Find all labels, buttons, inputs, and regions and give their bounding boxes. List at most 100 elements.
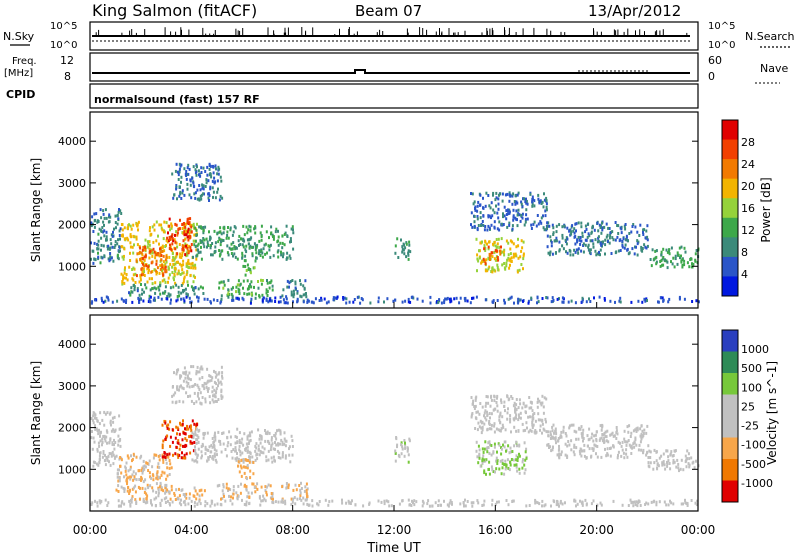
data-cell [212, 298, 215, 302]
data-cell [186, 166, 189, 170]
data-cell [171, 440, 174, 444]
data-cell [121, 228, 124, 232]
data-cell [608, 227, 611, 230]
data-cell [187, 227, 190, 231]
data-cell [221, 196, 224, 200]
data-cell [128, 291, 130, 295]
data-cell [95, 462, 98, 466]
data-cell [201, 376, 204, 379]
data-cell [573, 227, 576, 231]
data-cell [158, 465, 161, 469]
data-cell [551, 223, 554, 227]
data-cell [94, 427, 97, 431]
data-cell [90, 241, 92, 245]
data-cell [237, 494, 240, 498]
data-cell [660, 253, 663, 257]
data-cell [234, 246, 237, 250]
data-cell [531, 409, 534, 413]
data-cell [478, 425, 481, 429]
data-cell [132, 266, 135, 270]
data-cell [605, 454, 608, 458]
data-cell [553, 431, 555, 435]
data-cell [120, 504, 122, 508]
data-cell [559, 435, 562, 439]
data-cell [209, 236, 212, 240]
data-cell [471, 412, 474, 415]
data-cell [178, 388, 180, 392]
data-cell [190, 230, 193, 234]
data-cell [142, 459, 145, 463]
data-cell [516, 456, 519, 460]
data-cell [130, 235, 133, 239]
data-cell [484, 249, 487, 252]
data-cell [166, 488, 169, 492]
ytick-label: 3000 [58, 177, 86, 190]
colorbar-frame [721, 329, 739, 503]
data-cell [138, 250, 141, 254]
data-cell [264, 439, 267, 443]
data-cell [283, 437, 286, 441]
data-cell [503, 205, 506, 209]
data-cell [281, 455, 284, 459]
data-cell [143, 255, 146, 259]
colorbar-segment [722, 256, 738, 277]
data-cell [268, 236, 270, 240]
data-cell [272, 501, 275, 505]
data-cell [311, 499, 314, 503]
data-cell [480, 426, 483, 430]
data-cell [181, 191, 184, 195]
ytick-label: 3000 [58, 380, 86, 393]
data-cell [548, 446, 550, 449]
data-cell [557, 503, 560, 507]
data-cell [243, 484, 246, 488]
data-cell [119, 444, 122, 448]
data-cell [691, 300, 694, 303]
data-cell [198, 225, 201, 229]
data-cell [574, 250, 577, 254]
data-cell [214, 370, 217, 374]
data-cell [178, 399, 181, 403]
data-cell [631, 225, 634, 228]
data-cell [199, 285, 202, 289]
data-cell [695, 503, 698, 507]
data-cell [667, 300, 670, 304]
data-cell [193, 459, 196, 463]
data-cell [515, 209, 518, 213]
data-cell [504, 467, 507, 471]
data-cell [662, 460, 665, 464]
data-cell [492, 300, 495, 304]
data-cell [195, 369, 198, 373]
data-cell [248, 431, 251, 435]
data-cell [196, 248, 199, 252]
data-cell [486, 395, 489, 399]
data-cell [686, 261, 689, 265]
data-cell [510, 430, 512, 434]
data-cell [560, 453, 563, 457]
data-cell [580, 432, 583, 436]
data-cell [401, 499, 404, 503]
data-cell [104, 412, 107, 416]
data-cell [244, 448, 247, 452]
data-cell [292, 231, 295, 235]
data-cell [408, 240, 411, 244]
data-cell [218, 371, 221, 375]
data-cell [558, 447, 561, 451]
data-cell [607, 440, 610, 444]
data-cell [93, 241, 96, 245]
data-cell [274, 300, 277, 303]
data-cell [616, 224, 619, 227]
data-cell [106, 247, 109, 251]
data-cell [205, 382, 208, 386]
data-cell [101, 443, 103, 447]
data-cell [486, 446, 489, 450]
data-cell [586, 235, 589, 239]
data-cell [532, 413, 535, 417]
data-cell [562, 430, 565, 434]
data-cell [208, 199, 210, 202]
data-cell [522, 257, 525, 261]
data-cell [686, 504, 689, 507]
data-cell [185, 173, 188, 176]
data-cell [474, 404, 477, 408]
data-cell [136, 289, 139, 293]
